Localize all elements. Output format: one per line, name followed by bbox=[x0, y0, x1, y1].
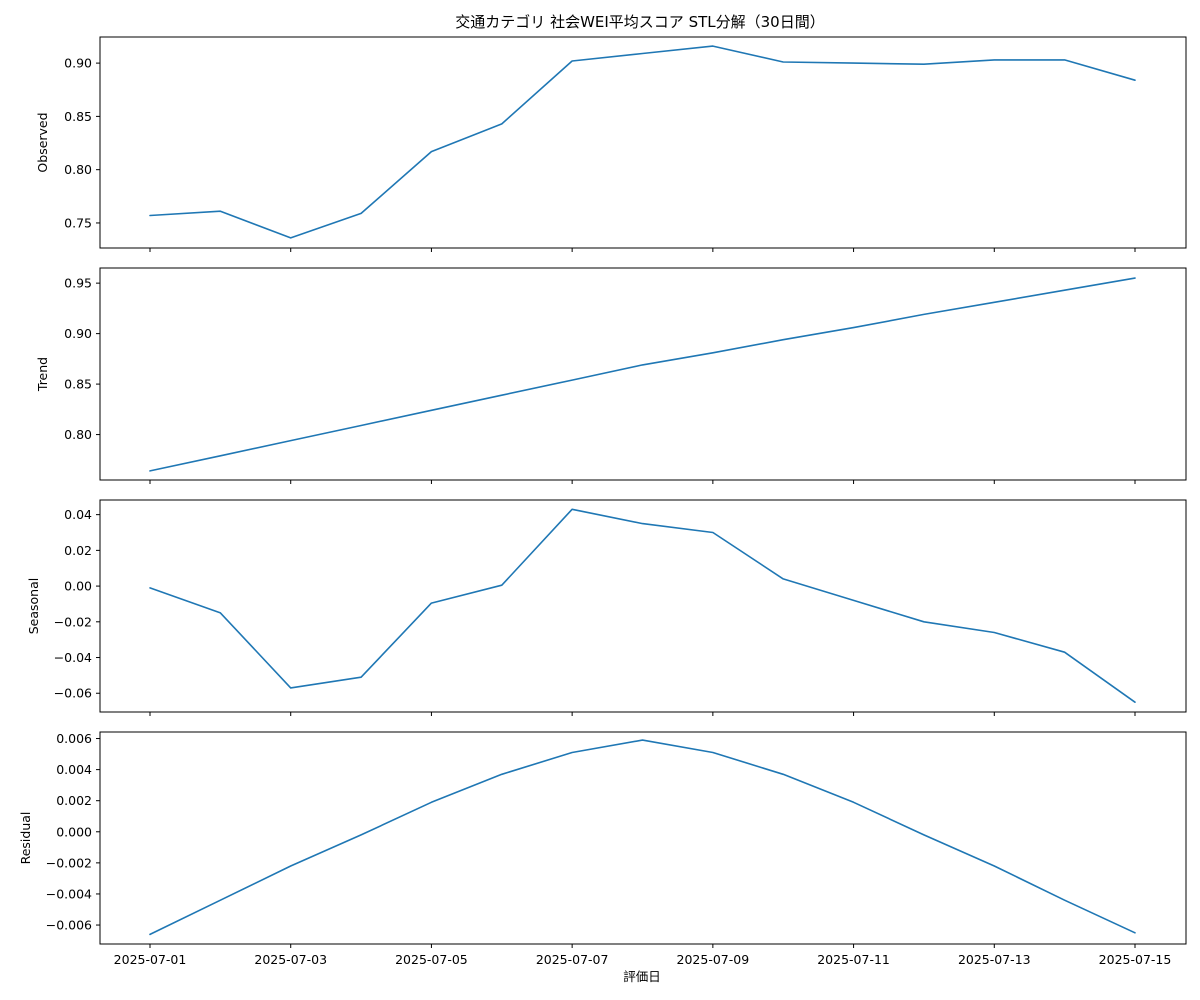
x-tick-label: 2025-07-09 bbox=[677, 952, 750, 967]
y-tick-label: 0.85 bbox=[64, 109, 92, 124]
x-tick-label: 2025-07-05 bbox=[395, 952, 468, 967]
y-axis-label: Residual bbox=[18, 812, 33, 865]
series-line-observed bbox=[149, 45, 1136, 239]
y-tick-label: 0.006 bbox=[56, 731, 92, 746]
x-tick-label: 2025-07-11 bbox=[817, 952, 890, 967]
axes-frame bbox=[99, 499, 1187, 713]
series-line-trend bbox=[149, 277, 1136, 472]
x-tick-label: 2025-07-13 bbox=[958, 952, 1031, 967]
y-axis-label: Seasonal bbox=[26, 578, 41, 635]
y-tick-label: 0.002 bbox=[56, 793, 92, 808]
y-tick-label: 0.75 bbox=[64, 215, 92, 230]
y-tick-label: −0.002 bbox=[46, 855, 92, 870]
y-tick-label: 0.004 bbox=[56, 762, 92, 777]
y-tick-label: 0.90 bbox=[64, 56, 92, 71]
x-tick-label: 2025-07-07 bbox=[536, 952, 609, 967]
y-axis-label: Observed bbox=[35, 112, 50, 172]
x-tick-label: 2025-07-15 bbox=[1099, 952, 1172, 967]
y-tick-label: 0.80 bbox=[64, 162, 92, 177]
y-axis-label: Trend bbox=[35, 357, 50, 392]
x-tick-label: 2025-07-03 bbox=[254, 952, 327, 967]
axes-frame bbox=[99, 267, 1187, 481]
y-tick-label: −0.06 bbox=[54, 686, 92, 701]
panel-residual: −0.006 −0.004 −0.002 0.000 0.002 0.004 0.006 20… bbox=[18, 731, 1187, 967]
panel-observed: 0.75 0.80 0.85 0.90 Observed bbox=[35, 36, 1187, 252]
y-tick-label: −0.04 bbox=[54, 650, 92, 665]
y-tick-label: 0.00 bbox=[64, 579, 92, 594]
panels-group: 0.75 0.80 0.85 0.90 Observed 0.80 0.85 0.90 0.95… bbox=[18, 36, 1187, 967]
y-tick-label: 0.02 bbox=[64, 543, 92, 558]
series-line-residual bbox=[149, 739, 1136, 936]
y-tick-label: 0.90 bbox=[64, 326, 92, 341]
y-tick-label: 0.80 bbox=[64, 427, 92, 442]
axes-frame bbox=[99, 731, 1187, 945]
x-tick-label: 2025-07-01 bbox=[114, 952, 187, 967]
x-axis-label: 評価日 bbox=[623, 969, 661, 984]
y-tick-label: −0.02 bbox=[54, 614, 92, 629]
y-tick-label: 0.04 bbox=[64, 507, 92, 522]
y-tick-label: −0.004 bbox=[46, 886, 92, 901]
y-tick-label: −0.006 bbox=[46, 918, 92, 933]
y-tick-label: 0.95 bbox=[64, 276, 92, 291]
panel-trend: 0.80 0.85 0.90 0.95 Trend bbox=[35, 267, 1187, 484]
axes-frame bbox=[99, 36, 1187, 249]
series-line-seasonal bbox=[149, 508, 1136, 704]
y-tick-label: 0.000 bbox=[56, 824, 92, 839]
y-tick-label: 0.85 bbox=[64, 377, 92, 392]
panel-seasonal: −0.06 −0.04 −0.02 0.00 0.02 0.04 Seasonal bbox=[26, 499, 1187, 716]
chart-title: 交通カテゴリ 社会WEI平均スコア STL分解（30日間） bbox=[455, 13, 824, 31]
